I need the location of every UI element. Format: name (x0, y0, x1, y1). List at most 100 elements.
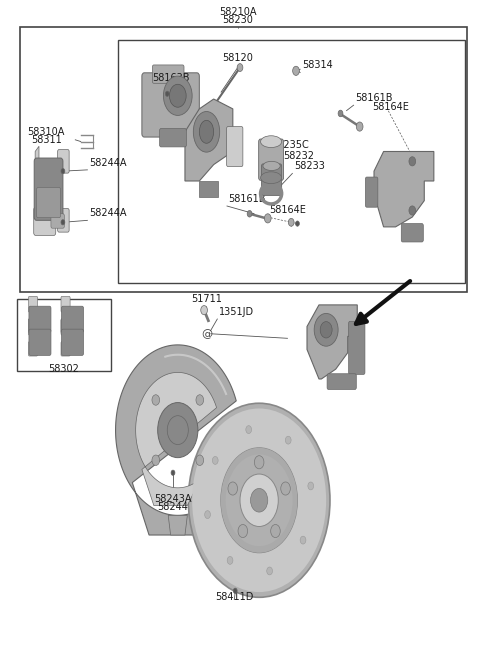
Ellipse shape (193, 112, 220, 152)
Circle shape (212, 457, 218, 464)
Polygon shape (168, 515, 187, 535)
Text: 58302: 58302 (48, 365, 79, 374)
Circle shape (233, 588, 237, 593)
Circle shape (338, 110, 343, 117)
Bar (20, 27, 468, 292)
Circle shape (196, 455, 204, 466)
Text: 58310A: 58310A (27, 127, 65, 137)
Text: 58164E: 58164E (372, 102, 409, 112)
Circle shape (264, 214, 271, 223)
Ellipse shape (163, 76, 192, 116)
Text: @: @ (201, 328, 212, 339)
Circle shape (251, 488, 268, 512)
Circle shape (288, 218, 294, 226)
Circle shape (238, 524, 248, 537)
Circle shape (254, 456, 264, 469)
Circle shape (61, 219, 65, 225)
Text: 58230: 58230 (222, 15, 253, 25)
FancyBboxPatch shape (227, 127, 243, 167)
FancyBboxPatch shape (61, 329, 84, 355)
FancyBboxPatch shape (28, 296, 37, 312)
FancyBboxPatch shape (61, 319, 70, 333)
Polygon shape (185, 99, 233, 181)
Circle shape (267, 567, 273, 575)
FancyBboxPatch shape (327, 374, 356, 390)
FancyBboxPatch shape (159, 129, 186, 147)
Text: 51711: 51711 (191, 294, 222, 304)
Text: 58311: 58311 (31, 135, 61, 145)
Text: 58161B: 58161B (355, 93, 392, 103)
Text: 58232: 58232 (283, 151, 314, 162)
Circle shape (409, 157, 416, 166)
Ellipse shape (199, 120, 214, 143)
Text: 58233: 58233 (294, 161, 325, 171)
Circle shape (61, 169, 65, 173)
Circle shape (221, 448, 298, 553)
Text: 58210A: 58210A (219, 7, 256, 17)
Ellipse shape (169, 84, 186, 107)
Circle shape (152, 395, 160, 405)
Ellipse shape (263, 162, 280, 171)
Polygon shape (307, 305, 357, 379)
Circle shape (356, 122, 363, 131)
Circle shape (152, 455, 160, 466)
FancyBboxPatch shape (58, 150, 69, 173)
Text: 58163B: 58163B (152, 73, 189, 83)
Polygon shape (199, 181, 218, 197)
Text: 58243A: 58243A (154, 494, 192, 504)
Circle shape (165, 91, 169, 97)
Circle shape (171, 470, 175, 476)
FancyBboxPatch shape (28, 319, 37, 333)
Text: 58411D: 58411D (215, 592, 253, 602)
Circle shape (192, 409, 326, 592)
FancyBboxPatch shape (36, 187, 60, 217)
Polygon shape (35, 217, 39, 232)
Circle shape (281, 482, 290, 495)
FancyBboxPatch shape (61, 306, 84, 332)
FancyBboxPatch shape (28, 319, 37, 335)
Circle shape (300, 536, 306, 544)
Circle shape (228, 482, 238, 495)
Circle shape (227, 556, 233, 564)
FancyBboxPatch shape (61, 296, 70, 312)
Text: 58314: 58314 (302, 60, 333, 70)
FancyBboxPatch shape (401, 223, 423, 242)
FancyBboxPatch shape (262, 164, 282, 195)
Circle shape (204, 510, 210, 518)
Circle shape (167, 416, 188, 445)
FancyBboxPatch shape (28, 342, 37, 356)
FancyBboxPatch shape (51, 214, 64, 228)
FancyBboxPatch shape (29, 329, 51, 355)
FancyBboxPatch shape (34, 158, 63, 220)
FancyBboxPatch shape (153, 65, 184, 83)
FancyBboxPatch shape (61, 342, 70, 356)
Circle shape (296, 221, 300, 226)
FancyBboxPatch shape (365, 177, 378, 207)
Polygon shape (116, 345, 240, 535)
Ellipse shape (261, 136, 282, 148)
Circle shape (286, 436, 291, 444)
Circle shape (196, 395, 204, 405)
FancyBboxPatch shape (34, 207, 56, 235)
Circle shape (293, 66, 300, 76)
Circle shape (237, 64, 243, 72)
Text: 58164E: 58164E (269, 205, 306, 215)
Circle shape (271, 524, 280, 537)
Circle shape (201, 306, 207, 315)
Circle shape (247, 210, 252, 217)
Ellipse shape (320, 322, 332, 338)
Polygon shape (374, 152, 434, 227)
Circle shape (188, 403, 330, 597)
Bar (17, 299, 111, 371)
Circle shape (157, 403, 198, 458)
Text: 58235C: 58235C (271, 139, 309, 150)
FancyBboxPatch shape (259, 139, 284, 180)
Polygon shape (35, 147, 39, 162)
FancyBboxPatch shape (348, 321, 365, 374)
Polygon shape (136, 373, 219, 505)
Ellipse shape (261, 172, 282, 183)
FancyBboxPatch shape (142, 73, 199, 137)
Circle shape (308, 482, 313, 490)
Text: 58161B: 58161B (228, 194, 265, 204)
Text: 1351JD: 1351JD (218, 307, 253, 317)
